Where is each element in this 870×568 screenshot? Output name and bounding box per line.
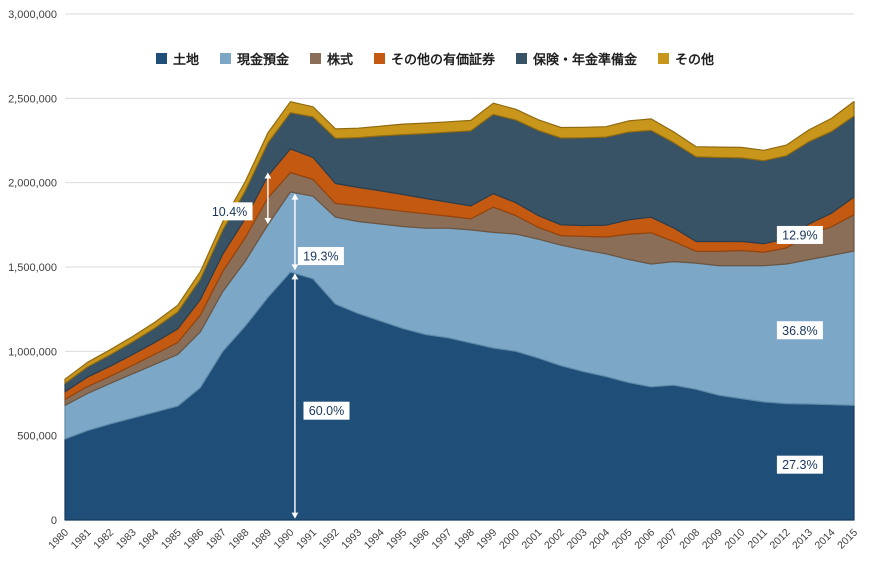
x-axis-tick-label: 1999 [474, 527, 499, 552]
arrowhead-up-icon [291, 193, 299, 200]
x-axis-tick-label: 2009 [700, 527, 725, 552]
y-axis-tick-label: 1,000,000 [8, 346, 57, 358]
x-axis-tick-label: 1991 [294, 527, 319, 552]
y-axis-tick-label: 500,000 [17, 431, 57, 443]
y-axis-tick-label: 0 [51, 515, 57, 527]
x-axis-tick-label: 1984 [136, 527, 161, 552]
annotation-label: 10.4% [212, 205, 247, 219]
annotation-label-box [297, 247, 344, 266]
x-axis-tick-label: 2005 [610, 527, 635, 552]
annotation-label-box [303, 401, 350, 420]
x-axis-tick-label: 2002 [542, 527, 567, 552]
annotation-label-box [776, 225, 823, 244]
annotation-label: 12.9% [782, 228, 817, 242]
x-axis-tick-label: 2001 [520, 527, 545, 552]
x-axis-tick-label: 1980 [46, 527, 71, 552]
x-axis-tick-label: 1998 [452, 527, 477, 552]
x-axis-tick-label: 2006 [632, 527, 657, 552]
x-axis-tick-label: 1995 [384, 527, 409, 552]
y-axis-tick-label: 3,000,000 [8, 9, 57, 21]
x-axis-tick-label: 1993 [339, 527, 364, 552]
x-axis-tick-label: 1989 [249, 527, 274, 552]
annotation-label-box [776, 455, 823, 474]
arrowhead-up-icon [264, 172, 272, 179]
annotation-label: 36.8% [782, 324, 817, 338]
x-axis-tick-label: 1994 [362, 527, 387, 552]
x-axis-tick-label: 2003 [565, 527, 590, 552]
arrowhead-down-icon [264, 217, 272, 224]
arrowhead-down-icon [291, 512, 299, 519]
x-axis-tick-label: 1988 [226, 527, 251, 552]
x-axis-tick-label: 1983 [114, 527, 139, 552]
annotation-label-box [776, 321, 823, 340]
x-axis-tick-label: 2008 [677, 527, 702, 552]
x-axis-tick-label: 2010 [722, 527, 747, 552]
x-axis-tick-label: 1990 [272, 527, 297, 552]
annotation-label: 60.0% [309, 404, 344, 418]
x-axis-tick-label: 2014 [813, 527, 838, 552]
x-axis-tick-label: 1987 [204, 527, 229, 552]
x-axis-tick-label: 2012 [767, 527, 792, 552]
arrowhead-up-icon [291, 273, 299, 280]
x-axis-tick-label: 1982 [91, 527, 116, 552]
x-axis-tick-label: 1981 [69, 527, 94, 552]
y-axis-tick-label: 1,500,000 [8, 262, 57, 274]
x-axis-tick-label: 1985 [159, 527, 184, 552]
annotation-label: 19.3% [303, 250, 338, 264]
x-axis-tick-label: 1992 [317, 527, 342, 552]
x-axis-tick-label: 2013 [790, 527, 815, 552]
x-axis-tick-label: 2015 [835, 527, 860, 552]
x-axis-tick-label: 2007 [655, 527, 680, 552]
x-axis-tick-label: 2004 [587, 527, 612, 552]
y-axis-tick-label: 2,000,000 [8, 178, 57, 190]
x-axis-tick-label: 1996 [407, 527, 432, 552]
y-axis-tick-label: 2,500,000 [8, 93, 57, 105]
annotation-label: 27.3% [782, 458, 817, 472]
annotation-label-box [206, 202, 253, 221]
x-axis-tick-label: 1997 [429, 527, 454, 552]
x-axis-tick-label: 1986 [181, 527, 206, 552]
area-others [64, 100, 855, 384]
x-axis-tick-label: 2011 [745, 527, 770, 552]
arrowhead-down-icon [291, 264, 299, 271]
x-axis-tick-label: 2000 [497, 527, 522, 552]
